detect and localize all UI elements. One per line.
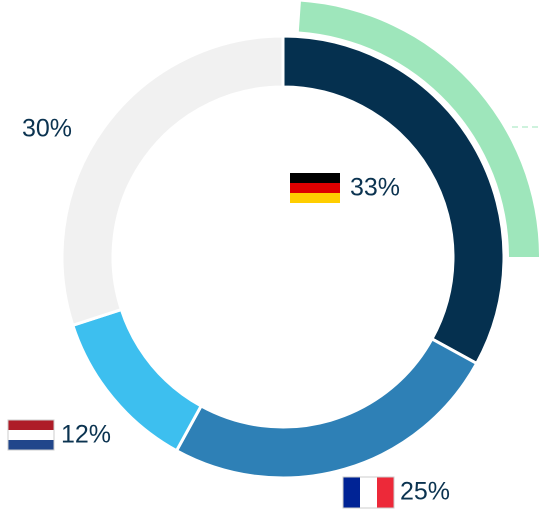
segments [60,34,506,480]
flag-de [290,173,340,203]
flag-nl [7,419,55,451]
value-label: 25% [400,478,450,506]
value-label: 33% [350,174,400,202]
value-label: 12% [61,421,111,449]
segment[interactable] [174,336,479,480]
flag-fr [342,476,395,509]
segment[interactable] [60,34,285,328]
value-label: 30% [22,115,72,143]
highlight-arc [298,1,539,258]
